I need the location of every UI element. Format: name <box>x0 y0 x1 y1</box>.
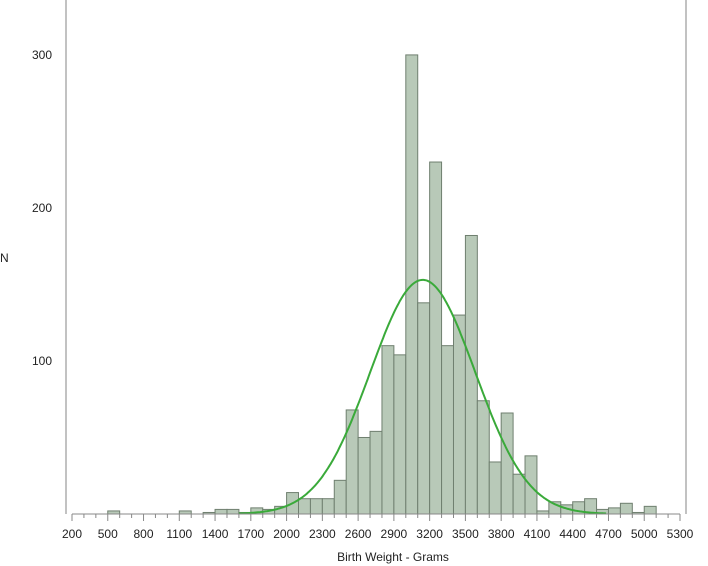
histogram-bar <box>452 314 466 515</box>
histogram-bar <box>298 498 311 515</box>
histogram-bar <box>345 409 359 515</box>
histogram-bar <box>619 502 633 515</box>
x-tick-label: 2000 <box>273 527 300 541</box>
histogram-bar <box>369 430 383 515</box>
histogram-bar <box>607 507 621 515</box>
histogram-bar <box>309 498 323 515</box>
histogram-bar <box>321 498 335 515</box>
x-tick-label: 3800 <box>488 527 515 541</box>
x-tick-label: 5300 <box>667 527 694 541</box>
x-axis: 200 500 800 1100 1400 1700 2000 2300 2600 2900 320… <box>62 513 694 541</box>
x-tick-label: 2600 <box>345 527 372 541</box>
x-tick-label: 1100 <box>166 527 192 541</box>
histogram-bar <box>500 412 514 515</box>
histogram-bar <box>226 508 240 515</box>
x-tick-label: 2900 <box>381 527 408 541</box>
y-axis: 100 200 300 <box>32 48 52 368</box>
x-tick-label: 3200 <box>416 527 443 541</box>
x-tick-label: 800 <box>134 527 154 541</box>
normal-curve <box>238 278 607 515</box>
histogram-bar <box>476 400 490 515</box>
x-tick-label: 4700 <box>595 527 622 541</box>
x-tick-label: 1700 <box>237 527 264 541</box>
y-axis-title: N <box>0 251 9 265</box>
x-tick-label: 4100 <box>524 527 551 541</box>
x-tick-label: 1400 <box>202 527 229 541</box>
histogram-bar <box>381 345 395 515</box>
bars-group <box>107 54 657 515</box>
x-tick-label: 200 <box>62 527 82 541</box>
histogram-bar <box>214 508 228 515</box>
histogram-bar <box>488 461 502 515</box>
histogram-bar <box>393 354 407 515</box>
y-tick-label: 100 <box>32 354 52 368</box>
x-tick-label: 3500 <box>452 527 479 541</box>
histogram-bar <box>333 479 347 515</box>
histogram-bar <box>429 161 443 515</box>
x-tick-label: 500 <box>98 527 118 541</box>
histogram-bar <box>357 436 371 515</box>
histogram-bar <box>441 345 454 515</box>
y-tick-label: 300 <box>32 48 52 62</box>
x-tick-label: 5000 <box>631 527 658 541</box>
x-axis-title: Birth Weight - Grams <box>337 550 449 564</box>
histogram-bar <box>417 302 431 515</box>
histogram-bar <box>643 505 657 515</box>
x-tick-label: 2300 <box>309 527 336 541</box>
histogram-bar <box>512 473 526 515</box>
x-tick-label: 4400 <box>559 527 586 541</box>
y-tick-label: 200 <box>32 201 52 215</box>
